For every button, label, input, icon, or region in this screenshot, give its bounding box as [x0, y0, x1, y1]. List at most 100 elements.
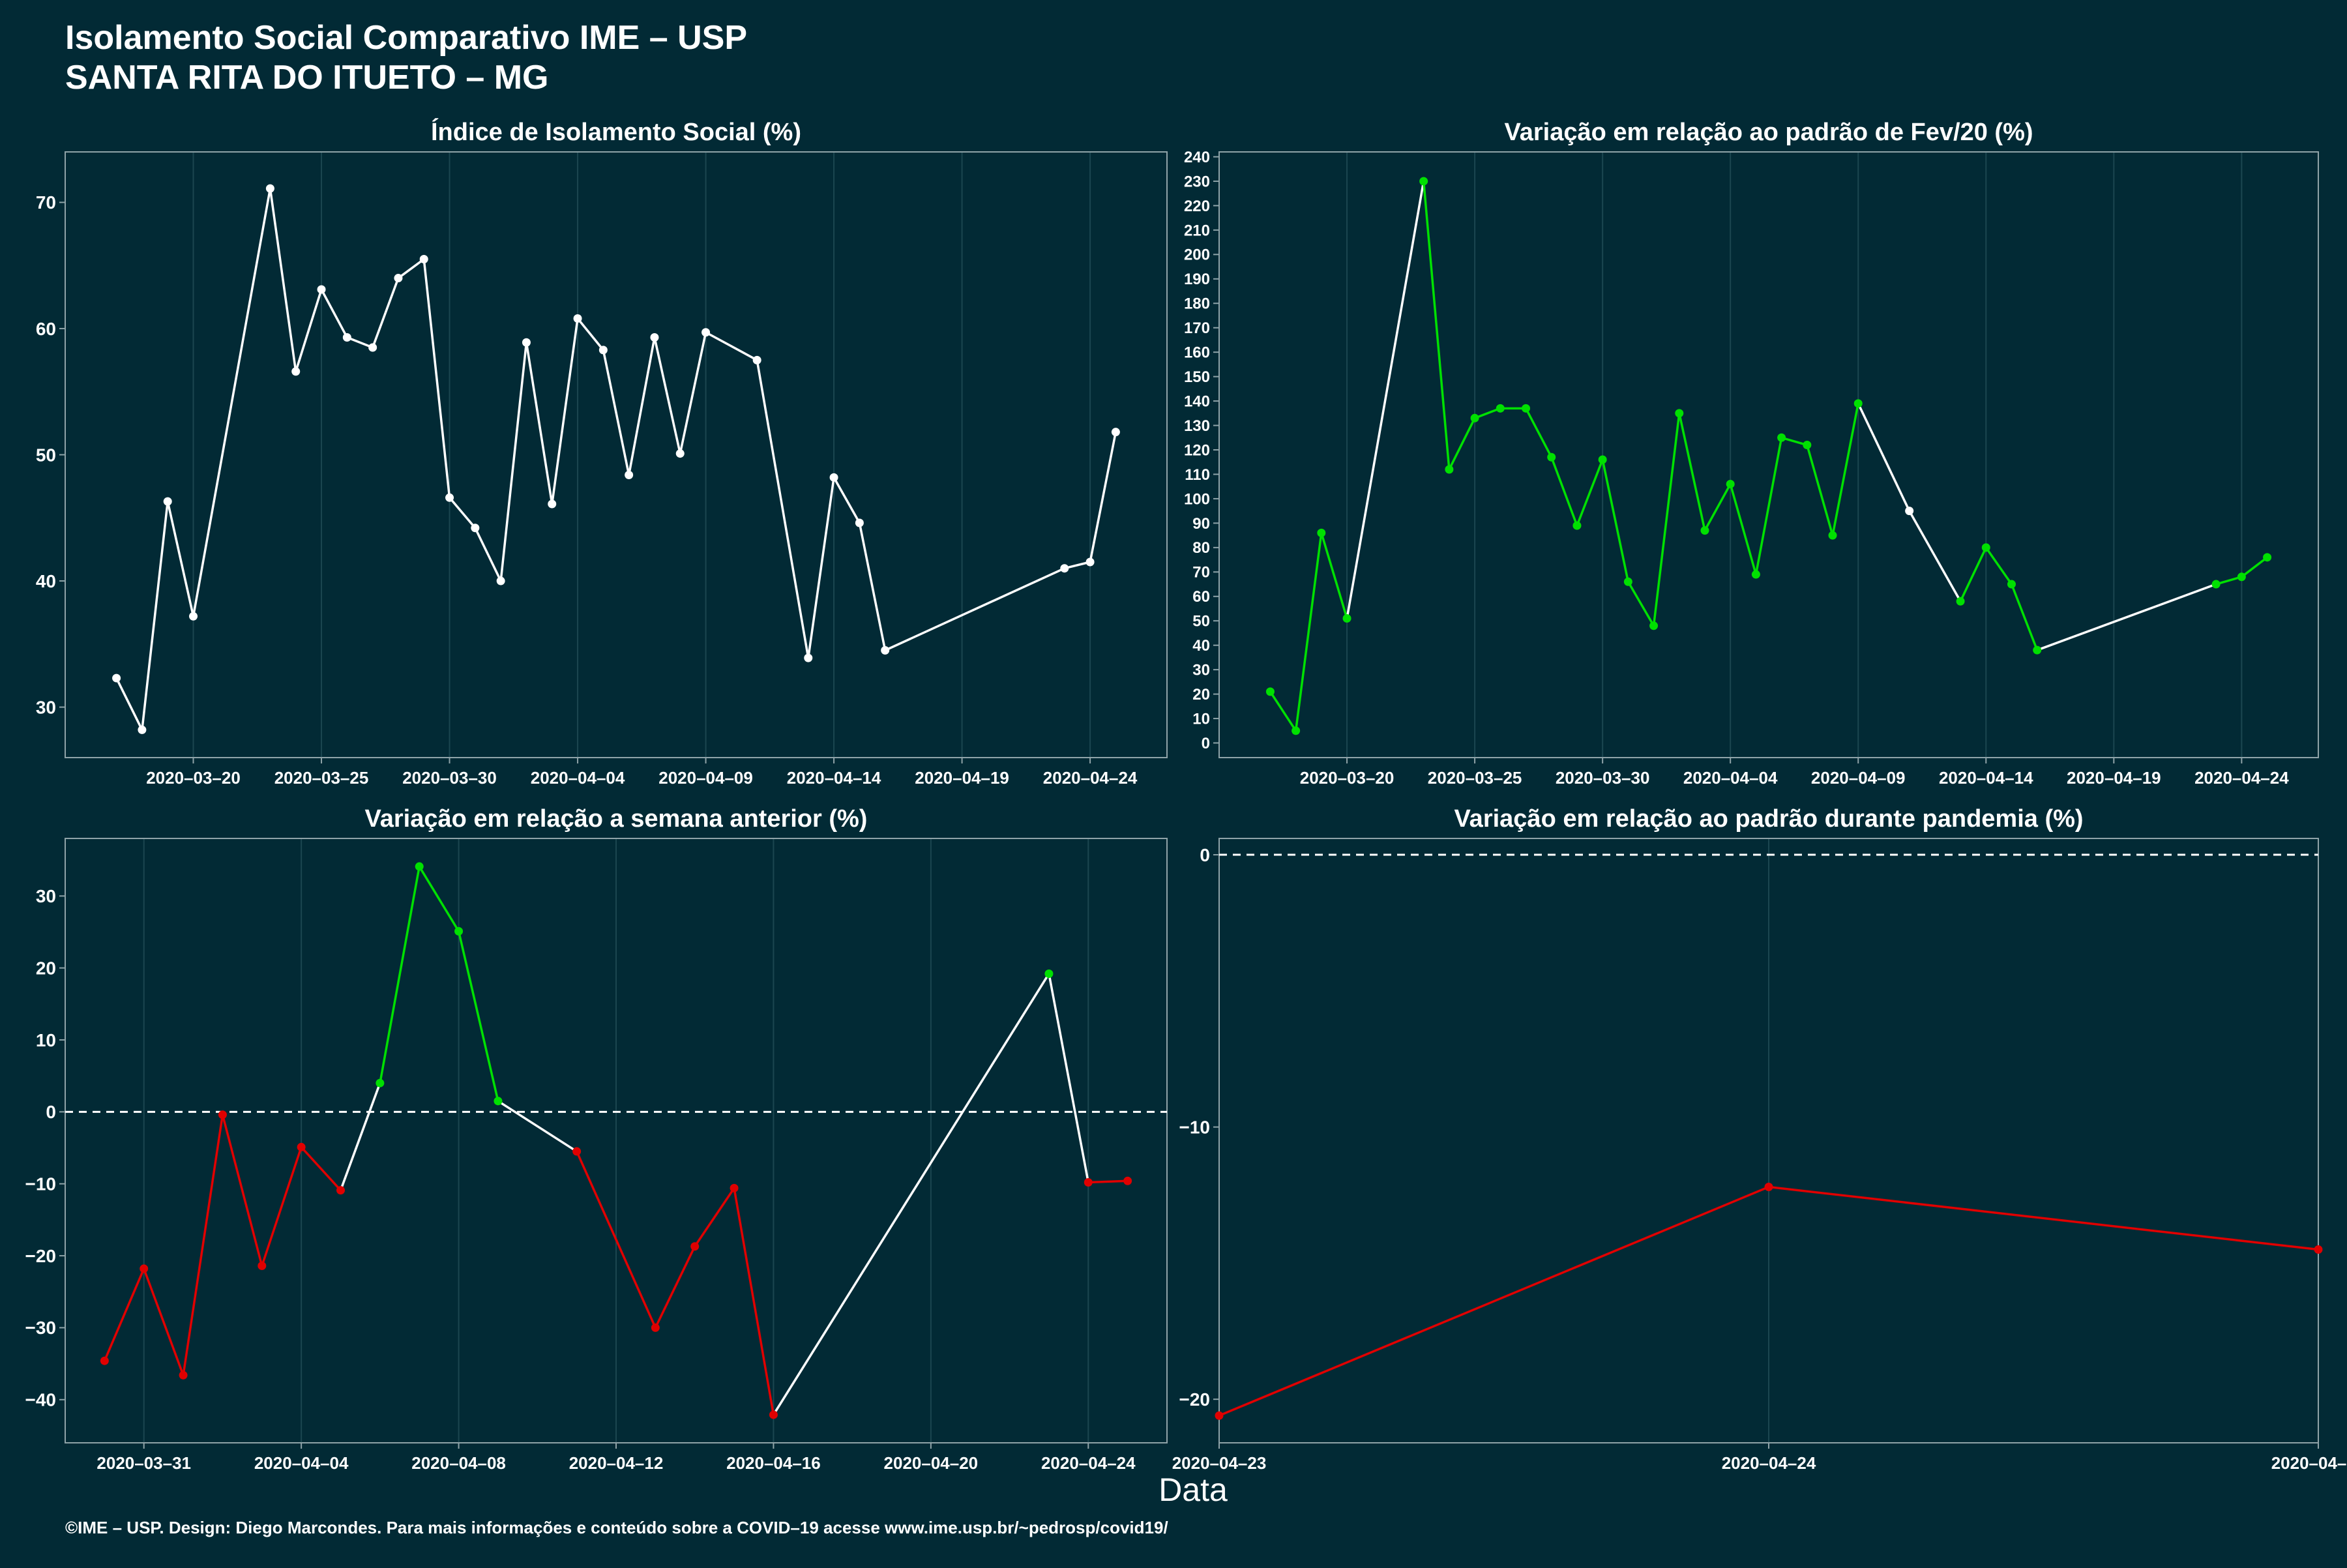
series-line-segment: [525, 341, 554, 505]
data-point: [1905, 507, 1914, 516]
data-point: [1623, 577, 1632, 586]
series-line-segment: [1780, 436, 1808, 447]
series-line-segment: [693, 1187, 735, 1248]
x-tick-label: 2020–04–09: [1811, 768, 1906, 788]
data-point: [2314, 1245, 2323, 1254]
data-point: [1265, 687, 1275, 696]
data-point: [163, 497, 172, 506]
series-line-segment: [1857, 402, 1911, 512]
data-point: [100, 1356, 109, 1365]
series-line-segment: [261, 1146, 303, 1267]
y-tick-label: 200: [1184, 246, 1210, 264]
y-tick-label: −10: [1179, 1117, 1211, 1137]
data-point: [881, 645, 890, 655]
x-tick-label: 2020–04–16: [726, 1453, 821, 1473]
series-line-segment: [733, 1187, 775, 1416]
data-point: [548, 499, 557, 509]
series-line-segment: [1729, 482, 1758, 576]
series-line-segment: [858, 522, 887, 652]
x-tick-label: 2020–04–25: [2271, 1453, 2347, 1473]
x-tick-label: 2020–03–31: [96, 1453, 191, 1473]
series-line-segment: [2010, 583, 2039, 651]
data-point: [138, 725, 147, 734]
data-point: [336, 1186, 345, 1195]
data-point: [112, 673, 121, 683]
data-point: [1522, 404, 1531, 413]
y-tick-label: −10: [25, 1174, 57, 1194]
data-point: [394, 274, 403, 283]
series-line-segment: [103, 1267, 145, 1362]
series-line-segment: [142, 1267, 185, 1377]
x-tick-label: 2020–03–30: [1556, 768, 1650, 788]
series-line-segment: [1473, 407, 1502, 420]
data-point: [572, 1147, 582, 1156]
x-tick-label: 2020–04–04: [1683, 768, 1778, 788]
data-point: [471, 524, 480, 533]
y-tick-label: 130: [1184, 417, 1210, 435]
series-line-segment: [1704, 482, 1732, 532]
data-point: [140, 1264, 149, 1273]
y-tick-label: 30: [1192, 662, 1210, 679]
data-point: [218, 1110, 227, 1119]
series-line-segment: [339, 1082, 381, 1192]
series-line-segment: [346, 336, 374, 349]
y-tick-label: 60: [36, 319, 56, 339]
data-point: [179, 1370, 188, 1380]
series-line-segment: [497, 1100, 578, 1153]
footer-credits: ©IME – USP. Design: Diego Marcondes. Par…: [65, 1518, 1168, 1537]
data-point: [1084, 1178, 1093, 1187]
series-line-segment: [1422, 180, 1451, 471]
data-point: [1572, 521, 1582, 530]
x-tick-label: 2020–04–23: [1172, 1453, 1267, 1473]
y-tick-label: 70: [36, 192, 56, 213]
y-tick-label: 190: [1184, 271, 1210, 288]
series-line-segment: [1346, 180, 1425, 620]
panel-variation-pandemic-pattern: Variação em relação ao padrão durante pa…: [1172, 805, 2347, 1473]
data-point: [625, 470, 634, 479]
series-line-segment: [1806, 443, 1834, 537]
series-line-segment: [654, 1245, 696, 1329]
series-line-segment: [1320, 531, 1348, 620]
x-tick-label: 2020–04–19: [2067, 768, 2161, 788]
x-tick-label: 2020–04–09: [658, 768, 753, 788]
data-point: [701, 328, 711, 337]
y-tick-label: 0: [46, 1102, 56, 1122]
y-tick-label: 0: [1202, 735, 1210, 752]
figure-title-line2: SANTA RITA DO ITUETO – MG: [65, 59, 548, 96]
data-point: [1317, 528, 1326, 537]
data-point: [573, 314, 582, 323]
data-point: [1215, 1411, 1224, 1420]
y-tick-label: 20: [1192, 686, 1210, 703]
series-line-segment: [1448, 417, 1476, 471]
y-tick-label: 220: [1184, 198, 1210, 215]
data-point: [769, 1410, 778, 1419]
data-point: [1751, 570, 1760, 579]
y-tick-label: 120: [1184, 441, 1210, 459]
y-tick-label: 180: [1184, 295, 1210, 313]
series-line-segment: [1524, 407, 1553, 458]
series-line-segment: [1985, 546, 2013, 585]
data-point: [2007, 580, 2016, 589]
y-tick-label: 240: [1184, 149, 1210, 166]
y-tick-label: 170: [1184, 319, 1210, 337]
data-point: [2237, 572, 2246, 582]
data-point: [496, 576, 505, 585]
x-tick-label: 2020–04–14: [787, 768, 881, 788]
series-line-segment: [704, 331, 758, 362]
x-tick-label: 2020–03–25: [274, 768, 369, 788]
data-point: [297, 1142, 306, 1151]
y-tick-label: 150: [1184, 368, 1210, 386]
series-line-segment: [2240, 556, 2269, 578]
data-point: [1649, 621, 1659, 630]
series-line-segment: [418, 865, 460, 933]
series-line-segment: [883, 567, 1066, 652]
series-line-segment: [756, 359, 810, 659]
x-tick-label: 2020–04–24: [1043, 768, 1138, 788]
series-line-segment: [653, 336, 682, 455]
series-line-segment: [1048, 972, 1090, 1184]
series-line-segment: [221, 1114, 263, 1267]
data-point: [1123, 1176, 1132, 1185]
data-point: [415, 862, 424, 871]
